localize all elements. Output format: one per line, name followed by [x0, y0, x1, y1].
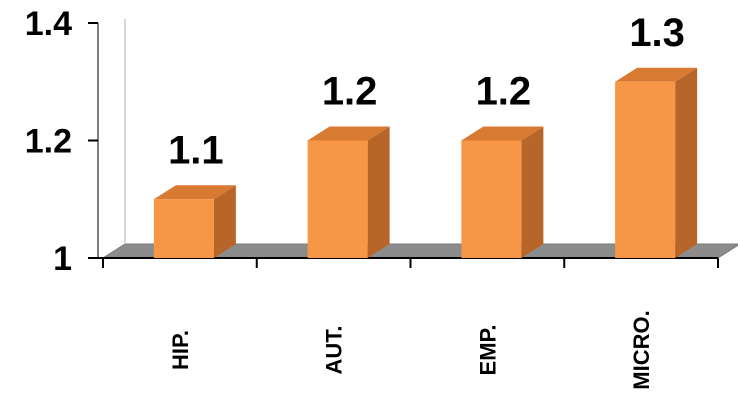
data-label: 1.2	[322, 70, 378, 114]
x-tick-label: MICRO.	[629, 310, 654, 389]
data-label: 1.2	[476, 70, 532, 114]
data-label: 1.1	[168, 128, 224, 172]
bar-side	[213, 185, 236, 258]
bar	[307, 140, 368, 258]
data-label: 1.3	[629, 11, 685, 55]
bar-side	[367, 126, 390, 258]
y-tick-label: 1.4	[25, 5, 72, 43]
x-tick-label: AUT.	[322, 326, 347, 375]
bar-side	[675, 67, 698, 258]
bar	[153, 199, 214, 258]
bar-top	[461, 126, 544, 141]
y-tick-label: 1.2	[25, 123, 72, 161]
bar	[615, 81, 676, 258]
x-tick-label: HIP.	[168, 330, 193, 370]
bar-top	[615, 67, 698, 82]
bar-top	[307, 126, 390, 141]
bar-side	[521, 126, 544, 258]
bar-top	[153, 185, 236, 200]
x-tick-label: EMP.	[475, 325, 500, 376]
bar	[461, 140, 522, 258]
y-tick-label: 1	[53, 240, 72, 278]
